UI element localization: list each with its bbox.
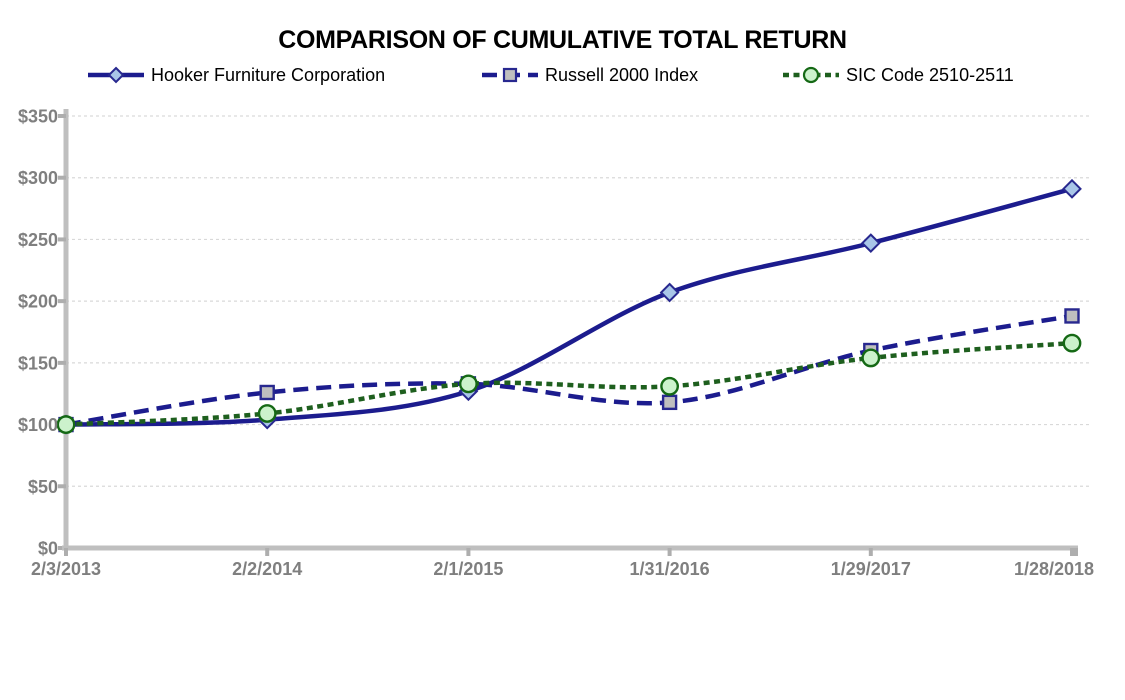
- marker-square-russell-2000-index-1/28/2018: [1064, 308, 1080, 324]
- marker-circle-sic-code-2510-2511-1/28/2018: [1062, 333, 1082, 353]
- x-axis-label-1-29-2017: 1/29/2017: [831, 559, 911, 579]
- y-axis-label-250: $250: [18, 230, 58, 250]
- marker-circle-sic-code-2510-2511-2/1/2015: [458, 374, 478, 394]
- y-axis-label-0: $0: [38, 539, 58, 559]
- x-axis-label-1-28-2018: 1/28/2018: [1014, 559, 1094, 579]
- y-axis-label-200: $200: [18, 292, 58, 312]
- marker-circle-sic-code-2510-2511-1/31/2016: [660, 376, 679, 396]
- y-axis-label-350: $350: [18, 107, 58, 127]
- y-axis-label-150: $150: [18, 353, 58, 373]
- legend-label: Hooker Furniture Corporation: [151, 64, 386, 85]
- legend-label: Russell 2000 Index: [545, 64, 699, 85]
- legend-label: SIC Code 2510-2511: [846, 64, 1014, 85]
- legend-item-hooker-furniture-corporation: Hooker Furniture Corporation: [88, 63, 385, 87]
- series-line-russell-2000-index: [65, 313, 1073, 427]
- legend-item-sic-code-2510-2511: SIC Code 2510-2511: [783, 63, 1014, 87]
- x-axis-label-2-3-2013: 2/3/2013: [31, 559, 101, 579]
- series-line-sic-code-2510-2511: [65, 340, 1073, 427]
- y-axis-label-300: $300: [18, 168, 58, 188]
- marker-circle-sic-code-2510-2511-2/2/2014: [257, 404, 277, 423]
- y-axis-label-50: $50: [28, 477, 58, 497]
- marker-square-russell-2000-index-2/2/2014: [259, 384, 275, 401]
- x-axis-label-2-1-2015: 2/1/2015: [433, 559, 503, 579]
- legend-item-russell-2000-index: Russell 2000 Index: [482, 63, 698, 87]
- y-axis-label-100: $100: [18, 415, 58, 435]
- x-axis-label-1-31-2016: 1/31/2016: [630, 559, 710, 579]
- chart-title: COMPARISON OF CUMULATIVE TOTAL RETURN: [278, 26, 847, 54]
- marker-diamond-hooker-furniture-corporation-1/31/2016: [659, 282, 680, 303]
- marker-circle-sic-code-2510-2511-2/3/2013: [56, 415, 76, 434]
- x-axis-label-2-2-2014: 2/2/2014: [232, 559, 302, 579]
- legend-marker-square-icon: [482, 67, 538, 83]
- legend-marker-circle-icon: [783, 66, 839, 84]
- series-line-hooker-furniture-corporation: [65, 186, 1073, 427]
- marker-square-russell-2000-index-1/31/2016: [661, 394, 678, 411]
- legend-marker-diamond-icon: [88, 66, 144, 84]
- marker-diamond-hooker-furniture-corporation-1/28/2018: [1062, 178, 1082, 199]
- marker-diamond-hooker-furniture-corporation-1/29/2017: [860, 233, 881, 254]
- marker-circle-sic-code-2510-2511-1/29/2017: [861, 348, 881, 368]
